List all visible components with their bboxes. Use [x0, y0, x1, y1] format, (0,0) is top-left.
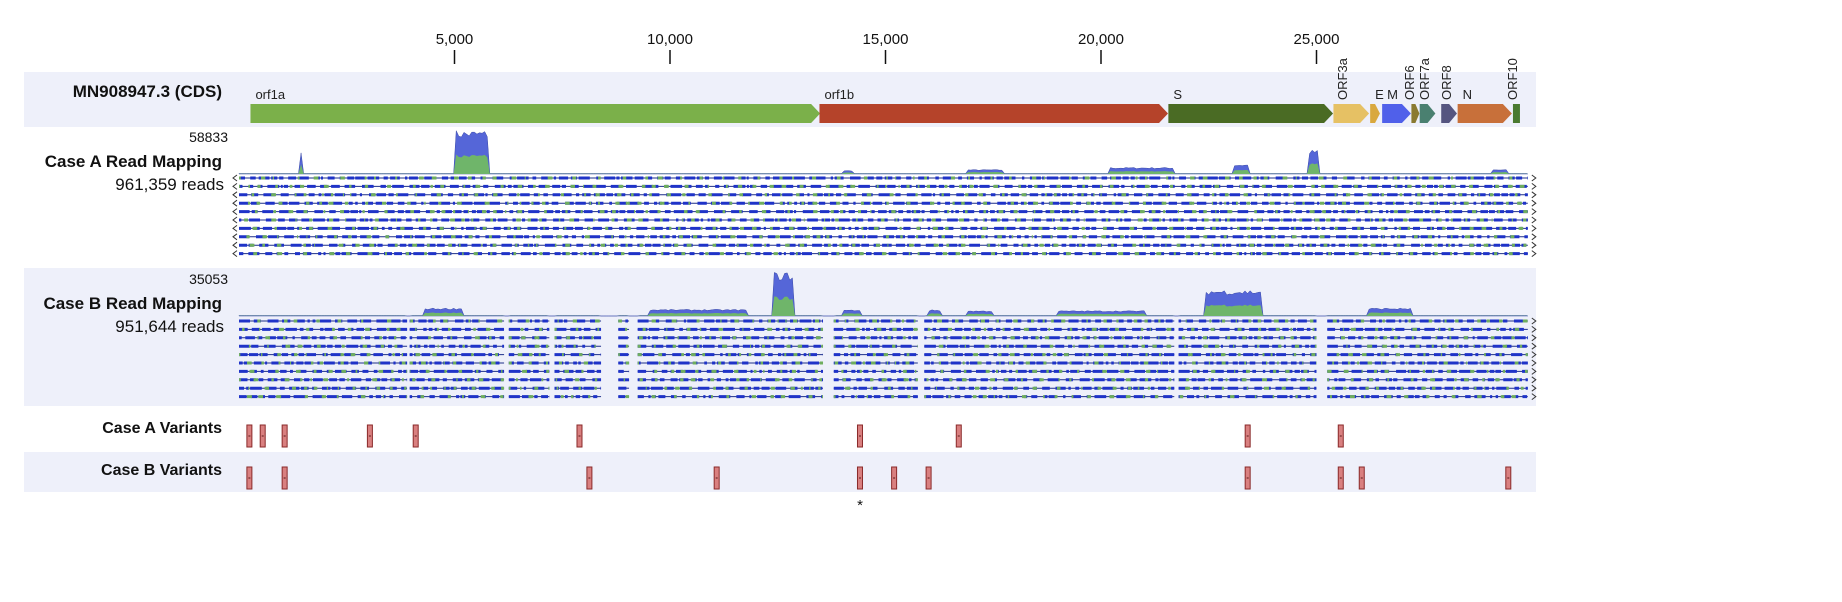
ruler-tick-label: 15,000: [863, 31, 909, 48]
read-left-arrow: [232, 183, 238, 190]
case-b-title: Case B Read Mapping: [43, 294, 222, 313]
read-right-arrow: [1531, 376, 1537, 384]
gene-label-orf8: ORF8: [1439, 65, 1454, 100]
gene-label-orf6: ORF6: [1402, 65, 1417, 100]
read-left-arrow: [232, 199, 238, 207]
gene-label-s: S: [1173, 87, 1182, 102]
read-right-arrow: [1531, 317, 1537, 325]
gene-label-n: N: [1463, 87, 1472, 102]
read-right-arrow: [1531, 216, 1537, 224]
read-right-arrow: [1531, 208, 1537, 215]
read-right-arrow: [1531, 334, 1537, 342]
gene-orf10: [1512, 104, 1520, 123]
shared-variant-asterisk: *: [857, 497, 863, 514]
read-right-arrow: [1531, 191, 1537, 199]
read-right-arrow: [1531, 393, 1537, 400]
case-b-variants-label: Case B Variants: [101, 462, 222, 479]
read-right-arrow: [1531, 233, 1537, 241]
gene-label-orf3a: ORF3a: [1335, 57, 1350, 100]
read-right-arrow: [1531, 342, 1537, 350]
read-left-arrow: [232, 225, 238, 232]
coverage-reverse-area: [239, 296, 1528, 316]
read-left-arrow: [232, 174, 238, 182]
gene-orf1b: [819, 104, 1169, 123]
read-left-arrow: [232, 208, 238, 215]
gene-label-orf7a: ORF7a: [1417, 57, 1432, 100]
gene-label-e: E: [1375, 87, 1384, 102]
case-a-title: Case A Read Mapping: [44, 152, 222, 171]
read-left-arrow: [232, 241, 238, 249]
read-right-arrow: [1531, 250, 1537, 257]
reference-label: MN908947.3 (CDS): [72, 82, 222, 101]
case-b-variants-band: [24, 452, 1536, 492]
case-a-max-depth: 58833: [189, 129, 228, 145]
read-left-arrow: [232, 250, 238, 257]
ruler-tick-label: 25,000: [1294, 31, 1340, 48]
read-right-arrow: [1531, 241, 1537, 249]
read-right-arrow: [1531, 368, 1537, 375]
gene-s: [1168, 104, 1334, 123]
gene-orf3a: [1333, 104, 1370, 123]
case-a-variants-label: Case A Variants: [102, 420, 222, 437]
gene-label-orf10: ORF10: [1505, 58, 1520, 100]
gene-orf1a: [250, 104, 821, 123]
case-b-max-depth: 35053: [189, 271, 228, 287]
read-right-arrow: [1531, 326, 1537, 333]
gene-n: [1457, 104, 1512, 123]
ruler-tick-label: 5,000: [436, 31, 474, 48]
ruler-tick-label: 10,000: [647, 31, 693, 48]
ruler-tick-label: 20,000: [1078, 31, 1124, 48]
gene-orf8: [1441, 104, 1457, 123]
read-right-arrow: [1531, 174, 1537, 182]
read-left-arrow: [232, 216, 238, 224]
read-right-arrow: [1531, 199, 1537, 207]
gene-label-orf1b: orf1b: [824, 87, 854, 102]
read-right-arrow: [1531, 225, 1537, 232]
gene-label-m: M: [1387, 87, 1398, 102]
gene-orf7a: [1419, 104, 1436, 123]
gene-orf6: [1411, 104, 1420, 123]
gene-label-orf1a: orf1a: [255, 87, 285, 102]
gene-m: [1382, 104, 1411, 123]
case-b-read-count: 951,644 reads: [115, 317, 224, 336]
read-right-arrow: [1531, 351, 1537, 358]
read-right-arrow: [1531, 183, 1537, 190]
gene-e: [1370, 104, 1380, 123]
read-right-arrow: [1531, 384, 1537, 392]
coverage-forward-area: [238, 130, 1528, 175]
coverage-forward-area: [238, 272, 1528, 317]
coverage-reverse-area: [239, 154, 1528, 174]
read-left-arrow: [232, 191, 238, 199]
read-left-arrow: [232, 233, 238, 241]
case-a-read-count: 961,359 reads: [115, 175, 224, 194]
read-right-arrow: [1531, 359, 1537, 367]
